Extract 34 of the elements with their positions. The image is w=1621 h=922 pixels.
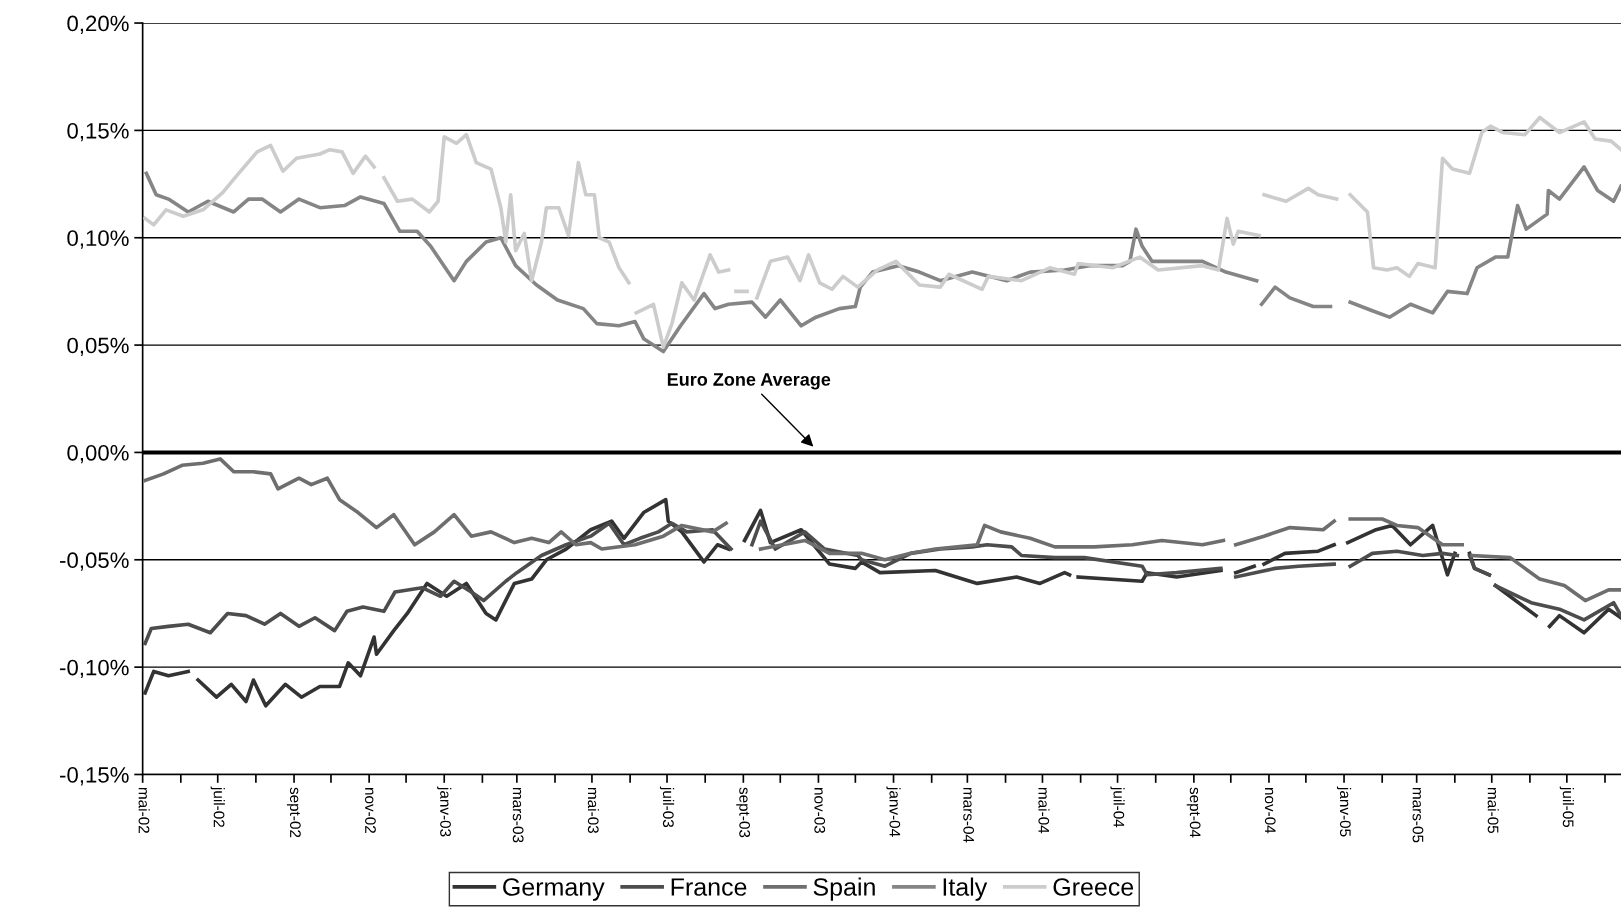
y-tick-label: -0,15% xyxy=(60,767,129,786)
x-tick-label: juil-04 xyxy=(1110,786,1125,828)
legend-label: France xyxy=(671,878,747,896)
x-tick-label: janv-05 xyxy=(1336,786,1352,837)
x-tick-label: mars-05 xyxy=(1412,787,1424,843)
x-tick-label: juil-03 xyxy=(659,786,675,828)
x-tick-label: mars-04 xyxy=(963,787,975,843)
y-tick-label: 0,20% xyxy=(67,15,129,34)
x-tick-label: nov-03 xyxy=(814,787,826,834)
x-tick-label: sept-03 xyxy=(736,787,751,838)
y-tick-label: 0,05% xyxy=(67,337,129,356)
y-tick-label: 0,10% xyxy=(67,230,129,249)
x-tick-label: mars-03 xyxy=(512,787,524,843)
ref-line-label: Euro Zone Average xyxy=(667,373,831,390)
x-tick-label: janv-03 xyxy=(437,786,452,837)
legend-label: Greece xyxy=(1053,878,1134,896)
legend-label: Italy xyxy=(943,877,988,901)
x-tick-label: nov-02 xyxy=(365,787,376,833)
x-tick-label: mai-03 xyxy=(587,787,600,834)
legend-label: Germany xyxy=(503,878,605,901)
x-tick-label: mai-02 xyxy=(138,787,150,833)
y-tick-label: 0,00% xyxy=(67,444,129,464)
y-tick-label: -0,10% xyxy=(60,659,129,679)
y-tick-label: -0,05% xyxy=(60,552,129,571)
x-tick-label: nov-04 xyxy=(1264,787,1276,834)
y-tick-label: 0,15% xyxy=(67,122,129,142)
x-tick-label: mai-05 xyxy=(1487,787,1499,834)
x-tick-label: janv-04 xyxy=(886,786,901,837)
x-tick-label: sept-02 xyxy=(286,787,301,838)
legend-label: Spain xyxy=(813,877,875,901)
x-tick-label: juil-05 xyxy=(1559,786,1574,828)
x-tick-label: sept-04 xyxy=(1186,787,1201,838)
x-tick-label: mai-04 xyxy=(1038,787,1050,834)
x-tick-label: juil-02 xyxy=(210,786,225,827)
